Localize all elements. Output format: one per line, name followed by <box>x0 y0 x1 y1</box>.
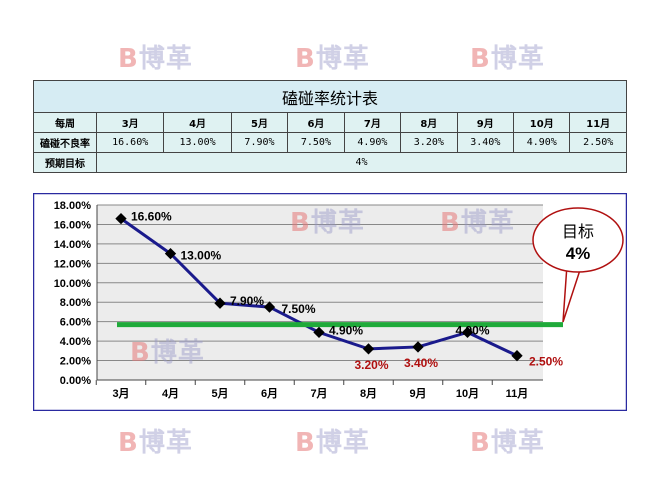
x-tick-label: 11月 <box>506 387 529 400</box>
target-value: 4% <box>96 152 627 173</box>
y-tick-label: 8.00% <box>60 297 91 309</box>
line-chart: 0.00% 2.00% 4.00% 6.00% 8.00% 10.00% 12.00% 14.… <box>33 193 627 411</box>
month-header: 3月 <box>95 112 165 133</box>
x-tick-label: 9月 <box>409 387 426 400</box>
data-point <box>511 350 523 362</box>
rate-cell: 4.90% <box>343 132 402 153</box>
rate-cell: 2.50% <box>569 132 627 153</box>
y-tick-label: 12.00% <box>54 258 92 270</box>
data-label: 4.90% <box>329 323 363 337</box>
rate-label: 磕碰不良率 <box>33 132 97 153</box>
data-label: 7.90% <box>230 294 264 308</box>
x-tick-label: 6月 <box>261 387 278 400</box>
y-tick-label: 0.00% <box>60 375 91 387</box>
month-header: 6月 <box>287 112 345 133</box>
y-tick-label: 14.00% <box>54 239 92 251</box>
watermark: B博革 <box>470 428 545 458</box>
data-label: 4.90% <box>456 323 490 337</box>
data-point <box>313 326 325 339</box>
month-header: 5月 <box>230 112 289 133</box>
plot-area <box>97 205 543 380</box>
chart-border <box>33 193 627 411</box>
y-tick-label: 16.00% <box>54 219 92 231</box>
data-point <box>214 297 226 309</box>
data-point <box>412 341 424 353</box>
rate-cell: 16.60% <box>95 132 165 153</box>
y-tick-label: 6.00% <box>60 317 91 329</box>
watermark: B博革 <box>470 44 545 74</box>
month-header: 8月 <box>400 112 458 133</box>
watermark: B博革 <box>295 44 370 74</box>
month-header: 4月 <box>163 112 232 133</box>
data-point <box>362 343 375 355</box>
watermark: B博革 <box>290 208 365 238</box>
data-point <box>164 247 177 260</box>
x-tick-label: 8月 <box>360 387 377 400</box>
y-tick-label: 2.00% <box>60 356 91 368</box>
data-label: 16.60% <box>131 210 172 224</box>
x-tick-label: 4月 <box>162 387 179 400</box>
y-tick-label: 4.00% <box>60 336 91 348</box>
callout-line2: 4% <box>566 244 591 263</box>
data-label: 3.40% <box>404 356 438 370</box>
table-title: 磕碰率统计表 <box>33 80 627 113</box>
month-header: 10月 <box>513 112 571 133</box>
rate-cell: 4.90% <box>513 132 571 153</box>
rate-cell: 7.50% <box>287 132 345 153</box>
target-callout: 目标 4% <box>532 207 624 323</box>
header-label: 每周 <box>33 112 97 133</box>
rate-cell: 3.20% <box>400 132 458 153</box>
month-header: 7月 <box>343 112 402 133</box>
y-tick-label: 10.00% <box>54 278 92 290</box>
x-tick-label: 10月 <box>456 387 479 400</box>
watermark: B博革 <box>118 44 193 74</box>
target-label: 预期目标 <box>33 152 97 173</box>
x-tick-label: 3月 <box>112 387 129 400</box>
data-label: 13.00% <box>181 249 222 263</box>
month-header: 11月 <box>569 112 627 133</box>
rate-cell: 7.90% <box>230 132 289 153</box>
rate-cell: 13.00% <box>163 132 232 153</box>
data-label: 3.20% <box>355 358 389 372</box>
data-label: 7.50% <box>282 302 316 316</box>
month-header: 9月 <box>456 112 515 133</box>
watermark: B博革 <box>440 208 515 238</box>
data-label: 2.50% <box>529 355 563 369</box>
stats-table: 磕碰率统计表 每周 3月 4月 5月 6月 7月 8月 9月 10月 11月 磕碰不良率 16.60… <box>33 80 627 173</box>
rate-cell: 3.40% <box>456 132 515 153</box>
x-tick-label: 5月 <box>211 387 228 400</box>
x-tick-label: 7月 <box>310 387 327 400</box>
watermark: B博革 <box>118 428 193 458</box>
watermark: B博革 <box>130 338 205 368</box>
data-point <box>461 326 474 339</box>
y-tick-label: 18.00% <box>54 200 92 212</box>
watermark: B博革 <box>295 428 370 458</box>
callout-line1: 目标 <box>562 222 594 241</box>
